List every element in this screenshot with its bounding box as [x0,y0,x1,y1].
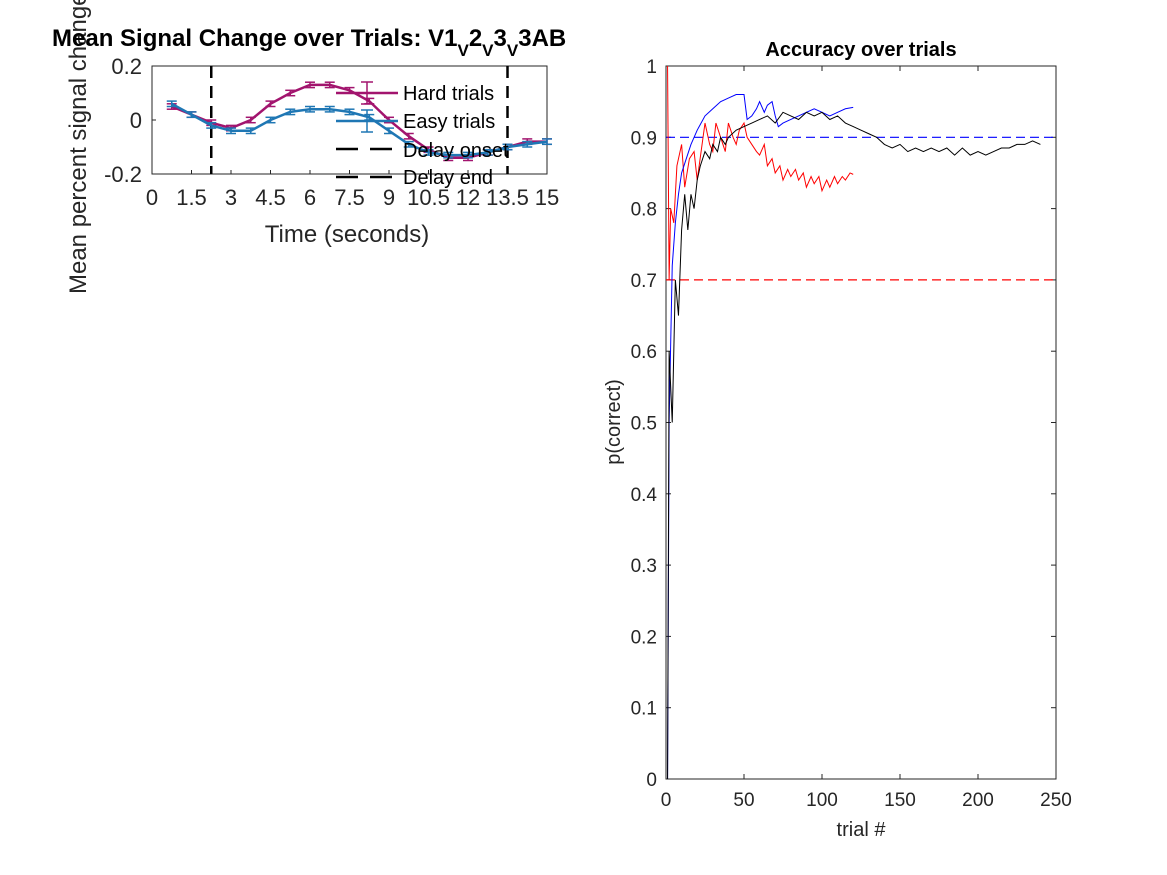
accuracy-x-tick-label: 150 [884,790,916,811]
signal-chart-title: Mean Signal Change over Trials: V1V2V3V3… [52,25,566,60]
signal-x-tick-label: 9 [383,185,395,210]
signal-x-tick-label: 3 [225,185,237,210]
title-main: Mean Signal Change over Trials: V1 [52,25,457,52]
accuracy-x-tick-label: 0 [661,790,672,811]
accuracy-line [667,65,854,280]
signal-y-axis-label-group: Mean percent signal change [65,0,92,294]
signal-y-tick-label: 0 [130,108,142,133]
accuracy-y-tick-label: 0.1 [631,699,657,720]
accuracy-line [667,111,1041,780]
legend-end-label: Delay end [403,167,493,189]
signal-x-tick-label: 0 [146,185,158,210]
title-sub-2: V [482,41,494,60]
accuracy-y-tick-label: 0.9 [631,128,657,149]
legend-onset-label: Delay onset [403,140,509,162]
signal-y-ticks: -0.2 0 0.2 [104,54,156,187]
signal-x-axis-label: Time (seconds) [265,221,429,248]
accuracy-y-tick-label: 1 [646,57,657,78]
criterion-lines [666,136,1056,281]
signal-change-chart: 0 1.5 3 4.5 6 7.5 9 10.5 12 13.5 15 -0.200.2 Time … [52,0,566,294]
signal-x-ticks: 0 1.5 3 4.5 6 7.5 9 10.5 12 13.5 15 [146,170,559,210]
signal-x-tick-label: 10.5 [407,185,450,210]
accuracy-x-ticks: 0 50 100 150 200 250 [661,66,1072,811]
signal-y-axis-label: Mean percent signal change [65,0,92,294]
signal-x-tick-label: 12 [456,185,480,210]
signal-x-tick-label: 1.5 [176,185,207,210]
accuracy-y-tick-label: 0.6 [631,342,657,363]
signal-series [166,81,552,162]
accuracy-y-tick-label: 0.4 [631,485,658,506]
signal-y-tick-label: -0.2 [104,162,142,187]
title-sub-3: V [507,41,519,60]
signal-x-tick-label: 13.5 [486,185,529,210]
signal-line [171,102,548,157]
accuracy-x-tick-label: 200 [962,790,994,811]
accuracy-y-axis-label-group: p(correct) [603,379,625,465]
accuracy-y-tick-label: 0.8 [631,200,657,221]
accuracy-chart-title: Accuracy over trials [765,39,956,61]
accuracy-series [667,65,1041,780]
legend-easy-label: Easy trials [403,111,495,133]
accuracy-x-tick-label: 50 [733,790,754,811]
signal-x-tick-label: 6 [304,185,316,210]
signal-legend: Hard trials Easy trials Delay onset Dela… [336,81,509,189]
signal-x-tick-label: 4.5 [255,185,286,210]
accuracy-y-tick-label: 0.5 [631,414,657,435]
title-part-4: 3AB [518,25,566,52]
accuracy-y-tick-label: 0.3 [631,556,657,577]
accuracy-y-axis-label: p(correct) [603,379,625,465]
accuracy-x-tick-label: 250 [1040,790,1072,811]
accuracy-line [667,94,854,780]
title-sub-1: V [457,41,469,60]
accuracy-x-tick-label: 100 [806,790,838,811]
accuracy-y-tick-label: 0.2 [631,627,657,648]
title-part-2: 2 [469,25,482,52]
title-part-3: 3 [494,25,507,52]
delay-lines [210,66,509,174]
accuracy-y-tick-label: 0 [646,770,657,791]
signal-x-tick-label: 7.5 [334,185,365,210]
signal-x-tick-label: 15 [535,185,559,210]
accuracy-x-axis-label: trial # [837,819,887,841]
accuracy-chart: 0 50 100 150 200 250 0 0.1 0.2 0.3 0.4 0.5 0.6 0.7 0.… [603,39,1072,841]
signal-y-tick-label: 0.2 [111,54,142,79]
accuracy-y-tick-label: 0.7 [631,271,657,292]
legend-hard-label: Hard trials [403,83,494,105]
